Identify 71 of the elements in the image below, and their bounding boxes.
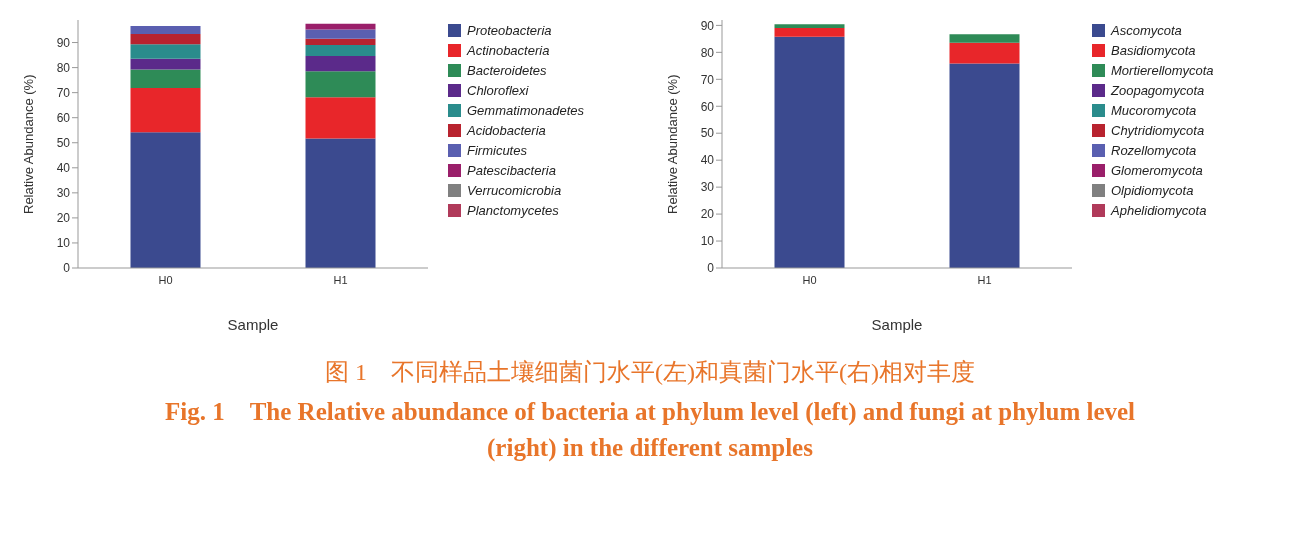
y-tick-label: 80 (700, 45, 715, 60)
bar (305, 97, 376, 139)
legend-label: Rozellomycota (1111, 141, 1197, 160)
legend-label: Ascomycota (1111, 21, 1182, 40)
y-tick-label: 60 (56, 110, 71, 125)
x-tick-label: H1 (977, 273, 992, 286)
legend-label: Proteobacteria (467, 21, 552, 40)
legend-label: Actinobacteria (467, 41, 550, 60)
bar (305, 56, 376, 72)
y-tick-label: 0 (63, 261, 71, 276)
legend-label: Firmicutes (467, 141, 527, 160)
y-tick-label: 10 (56, 236, 71, 251)
x-axis-title: Sample (871, 316, 923, 333)
x-axis-title: Sample (227, 316, 279, 333)
legend-label: Zoopagomycota (1111, 81, 1205, 100)
legend-label: Mucoromycota (1111, 101, 1197, 120)
y-tick-label: 50 (56, 136, 71, 151)
y-tick-label: 60 (700, 99, 715, 114)
y-tick-label: 90 (56, 35, 71, 50)
y-tick-label: 20 (56, 211, 71, 226)
legend-label: Mortierellomycota (1111, 61, 1214, 80)
legend-label: Aphelidiomycota (1111, 201, 1207, 220)
y-tick-label: 40 (56, 161, 71, 176)
bar (949, 42, 1020, 64)
bar (774, 24, 845, 29)
bar (130, 87, 201, 133)
bar (130, 44, 201, 59)
bar (949, 63, 1020, 268)
bar (305, 71, 376, 98)
bar (130, 69, 201, 88)
x-tick-label: H0 (802, 273, 817, 286)
y-tick-label: 40 (700, 153, 715, 168)
y-tick-label: 20 (700, 207, 715, 222)
legend-label: Glomeromycota (1111, 161, 1203, 180)
bar (130, 132, 201, 268)
y-tick-label: 70 (56, 85, 71, 100)
legend-label: Planctomycetes (467, 201, 559, 220)
legend-label: Verrucomicrobia (467, 181, 562, 200)
y-tick-label: 10 (700, 234, 715, 249)
bar (774, 36, 845, 268)
y-axis-title: Relative Abundance (%) (664, 74, 680, 214)
y-tick-label: 70 (700, 72, 715, 87)
bar (774, 28, 845, 37)
legend-label: Bacteroidetes (467, 61, 547, 80)
legend-label: Patescibacteria (467, 161, 556, 180)
legend-label: Acidobacteria (467, 121, 546, 140)
bar (305, 138, 376, 268)
legend-label: Chloroflexi (467, 81, 529, 100)
legend-label: Gemmatimonadetes (467, 101, 585, 120)
legend-label: Olpidiomycota (1111, 181, 1194, 200)
y-tick-label: 50 (700, 126, 715, 141)
y-tick-label: 30 (56, 186, 71, 201)
bar (305, 29, 376, 39)
bar (130, 34, 201, 45)
y-tick-label: 0 (707, 261, 715, 276)
x-tick-label: H1 (333, 273, 348, 286)
y-axis-title: Relative Abundance (%) (20, 74, 36, 214)
bar (130, 58, 201, 70)
y-tick-label: 30 (700, 180, 715, 195)
caption: Fig. 1 The Relative abundance of bacteria at phylum level (left) and fungi at phylum level (right) in the different samples (163, 397, 1137, 464)
bar (305, 23, 376, 30)
legend-label: Chytridiomycota (1111, 121, 1205, 140)
caption: 图 1 不同样品土壤细菌门水平(左)和真菌门水平(右)相对丰度 (324, 358, 976, 387)
x-tick-label: H0 (158, 273, 173, 286)
y-tick-label: 90 (700, 18, 715, 33)
bar (305, 45, 376, 57)
bar (949, 34, 1020, 43)
bar (130, 26, 201, 35)
y-tick-label: 80 (56, 60, 71, 75)
bar (305, 38, 376, 46)
legend-label: Basidiomycota (1111, 41, 1196, 60)
